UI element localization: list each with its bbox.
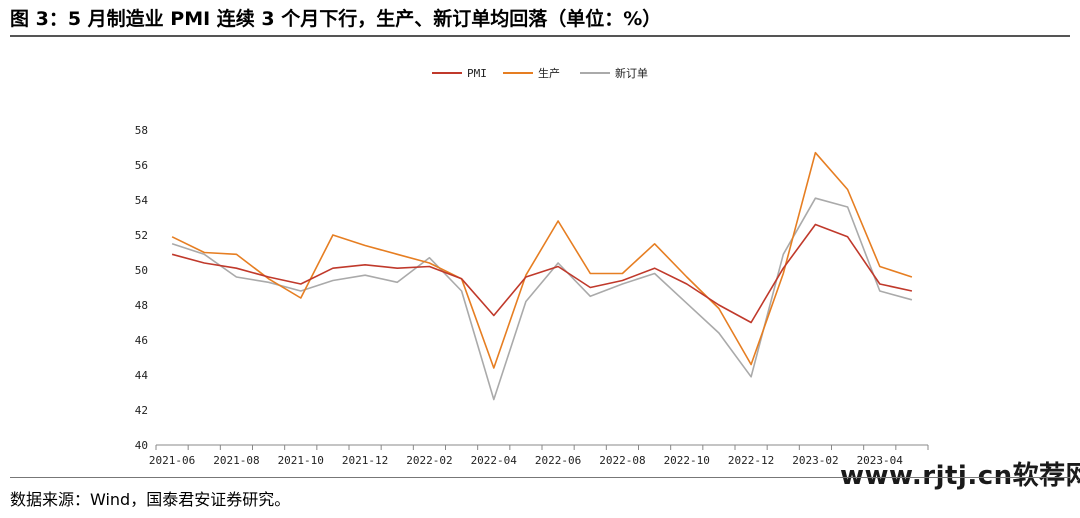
x-tick-label: 2022-08: [599, 454, 645, 467]
x-tick-label: 2021-06: [149, 454, 195, 467]
x-tick-label: 2021-10: [278, 454, 324, 467]
legend-label: 新订单: [615, 66, 648, 80]
y-tick-label: 46: [135, 334, 148, 347]
line-chart: 40 42 44 46 48 50 52 54 56 58 2021-06 2021-08 2021-1…: [135, 66, 929, 467]
legend-label: 生产: [538, 66, 560, 80]
y-tick-label: 42: [135, 404, 148, 417]
x-tick-label: 2021-12: [342, 454, 388, 467]
y-tick-label: 54: [135, 194, 149, 207]
legend: PMI 生产 新订单: [432, 66, 648, 80]
x-tick-label: 2022-02: [406, 454, 452, 467]
footer-divider: [10, 477, 1070, 478]
x-tick-label: 2022-06: [535, 454, 581, 467]
series-line-new-orders: [171, 197, 913, 401]
y-tick-label: 48: [135, 299, 148, 312]
y-tick-label: 40: [135, 439, 148, 452]
x-tick-label: 2023-04: [857, 454, 904, 467]
x-tick-label: 2023-02: [792, 454, 838, 467]
y-tick-label: 58: [135, 124, 148, 137]
chart-title: 图 3：5 月制造业 PMI 连续 3 个月下行，生产、新订单均回落（单位：%）: [10, 8, 662, 30]
x-tick-label: 2022-12: [728, 454, 774, 467]
y-tick-label: 52: [135, 229, 148, 242]
series-line-pmi: [171, 223, 913, 324]
y-tick-label: 56: [135, 159, 148, 172]
y-tick-label: 44: [135, 369, 149, 382]
source-note: 数据来源：Wind，国泰君安证券研究。: [10, 490, 291, 509]
x-tick-label: 2022-04: [471, 454, 518, 467]
y-tick-label: 50: [135, 264, 148, 277]
watermark: www.rjtj.cn软荐网: [840, 461, 1080, 491]
x-tick-label: 2021-08: [213, 454, 259, 467]
x-tick-label: 2022-10: [664, 454, 710, 467]
title-divider: [10, 35, 1070, 37]
legend-label: PMI: [467, 67, 487, 80]
series-line-production: [171, 151, 913, 369]
plot-area: 40 42 44 46 48 50 52 54 56 58 2021-06 2021-08 2021-1…: [135, 124, 929, 467]
